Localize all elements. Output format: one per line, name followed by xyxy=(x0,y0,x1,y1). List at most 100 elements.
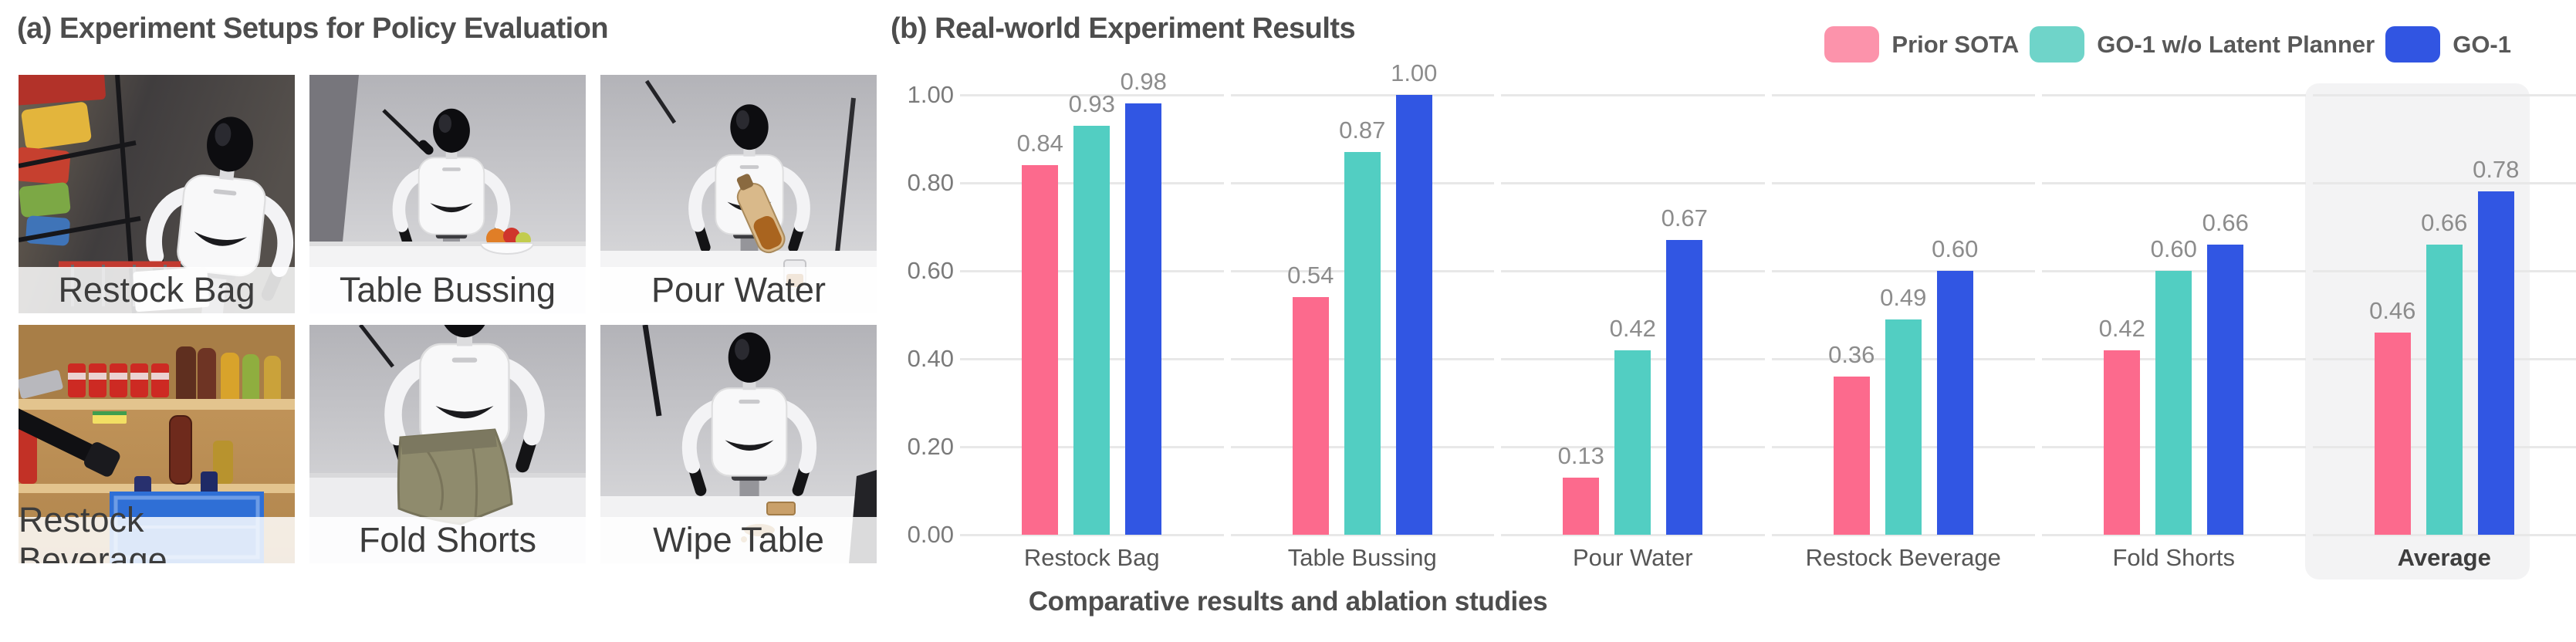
photo-label: Fold Shorts xyxy=(309,517,586,563)
photo-grid: Restock Bag Table Bussing xyxy=(19,75,877,563)
category-cell: 0.36 0.49 0.60 Restock Beverage xyxy=(1771,93,2035,571)
bar: 0.46 xyxy=(2369,297,2415,535)
legend-label: Prior SOTA xyxy=(1891,30,2020,58)
bar-group: 0.13 0.42 0.67 xyxy=(1501,95,1765,535)
category-cell: 0.42 0.60 0.66 Fold Shorts xyxy=(2042,93,2306,571)
gridline xyxy=(1501,181,1765,184)
bar-value-label: 0.87 xyxy=(1339,117,1386,144)
photo-pour-water: Pour Water xyxy=(600,75,877,313)
bar: 0.42 xyxy=(1610,315,1656,535)
bar: 0.66 xyxy=(2202,209,2249,535)
gridline xyxy=(1230,93,1494,96)
bar-value-label: 0.42 xyxy=(1609,314,1656,342)
photo-wipe-table: Wipe Table xyxy=(600,325,877,563)
category-cell: 0.84 0.93 0.98 Restock Bag xyxy=(960,68,1224,571)
figure-caption: Comparative results and ablation studies xyxy=(1028,586,1548,617)
legend-label: GO-1 w/o Latent Planner xyxy=(2097,30,2375,58)
y-tick-label: 0.40 xyxy=(907,345,954,372)
bar-group: 0.84 0.93 0.98 xyxy=(960,68,1224,535)
bar-value-label: 0.54 xyxy=(1287,262,1334,289)
bar-value-label: 1.00 xyxy=(1391,59,1438,86)
photo-label: Table Bussing xyxy=(309,267,586,313)
bar-value-label: 0.66 xyxy=(2202,208,2249,236)
y-tick-label: 0.00 xyxy=(907,521,954,548)
bar: 0.84 xyxy=(1017,130,1063,535)
legend-item: GO-1 xyxy=(2385,26,2511,63)
bar: 0.49 xyxy=(1880,284,1926,535)
bar: 0.87 xyxy=(1339,117,1385,535)
bar-value-label: 0.93 xyxy=(1068,90,1115,117)
bar-value-label: 0.49 xyxy=(1880,283,1927,311)
bar: 0.13 xyxy=(1558,442,1604,535)
panel-setups: (a) Experiment Setups for Policy Evaluat… xyxy=(17,0,877,642)
bar-value-label: 0.36 xyxy=(1828,340,1875,368)
bar: 0.78 xyxy=(2473,156,2519,535)
y-tick-label: 0.80 xyxy=(907,169,954,196)
panel-a-title: (a) Experiment Setups for Policy Evaluat… xyxy=(17,12,609,45)
photo-label: Pour Water xyxy=(600,267,877,313)
photo-label: Restock Beverage xyxy=(19,500,295,563)
photo-restock-beverage: Restock Beverage xyxy=(19,325,295,563)
bar-value-label: 0.46 xyxy=(2369,296,2416,324)
bar: 0.60 xyxy=(1932,235,1978,535)
bar-chart: 0.00 0.20 0.40 0.60 0.80 1.00 0.84 0.93 0.98 Res… xyxy=(887,0,2576,642)
gridline xyxy=(2312,181,2576,184)
category-cell: 0.13 0.42 0.67 Pour Water xyxy=(1501,93,1765,571)
bar-value-label: 0.42 xyxy=(2098,314,2145,342)
legend-item: Prior SOTA xyxy=(1824,26,2019,63)
category-label: Restock Beverage xyxy=(1805,544,2001,571)
bar-value-label: 0.98 xyxy=(1120,68,1167,96)
category-label: Table Bussing xyxy=(1287,544,1437,571)
y-tick-label: 0.60 xyxy=(907,257,954,284)
bar-value-label: 0.78 xyxy=(2473,156,2520,184)
bar-value-label: 0.13 xyxy=(1557,441,1604,469)
photo-restock-bag: Restock Bag xyxy=(19,75,295,313)
gridline xyxy=(1501,533,1765,536)
bar-group: 0.42 0.60 0.66 xyxy=(2042,95,2306,535)
bar: 0.66 xyxy=(2421,209,2467,535)
y-tick-label: 1.00 xyxy=(907,81,954,108)
legend-swatch xyxy=(2385,26,2441,63)
gridline xyxy=(960,93,1224,96)
bar: 1.00 xyxy=(1391,59,1437,535)
gridline xyxy=(2042,93,2306,96)
legend-label: GO-1 xyxy=(2453,30,2511,58)
bar-group: 0.54 0.87 1.00 xyxy=(1231,59,1495,535)
bar: 0.36 xyxy=(1828,341,1875,535)
y-axis: 0.00 0.20 0.40 0.60 0.80 1.00 xyxy=(887,81,954,548)
bar: 0.67 xyxy=(1662,204,1708,535)
y-tick-label: 0.20 xyxy=(907,433,954,460)
bar: 0.98 xyxy=(1121,68,1167,535)
gridline xyxy=(1771,93,2035,96)
gridline xyxy=(2042,533,2306,536)
gridline xyxy=(960,533,1224,536)
bar: 0.60 xyxy=(2151,235,2197,535)
gridline xyxy=(1771,269,2035,272)
chart-legend: Prior SOTA GO-1 w/o Latent Planner GO-1 xyxy=(1814,26,2511,63)
legend-item: GO-1 w/o Latent Planner xyxy=(2030,26,2375,63)
category-label: Average xyxy=(2397,544,2491,571)
category-label: Pour Water xyxy=(1572,544,1693,571)
gridline xyxy=(2042,181,2306,184)
bar: 0.54 xyxy=(1287,262,1334,535)
bar: 0.93 xyxy=(1069,90,1115,535)
plot-area: 0.84 0.93 0.98 Restock Bag 0.54 0.87 1.00 Table… xyxy=(960,59,2576,579)
panel-results: (b) Real-world Experiment Results Prior … xyxy=(887,0,2576,642)
gridline xyxy=(1771,533,2035,536)
gridline xyxy=(1230,533,1494,536)
bar-value-label: 0.60 xyxy=(2150,235,2197,262)
bar-value-label: 0.67 xyxy=(1661,204,1708,232)
bar: 0.42 xyxy=(2099,315,2145,535)
category-cell: 0.54 0.87 1.00 Table Bussing xyxy=(1230,59,1495,571)
legend-swatch xyxy=(1824,26,1880,63)
photo-label: Restock Bag xyxy=(19,267,295,313)
gridline xyxy=(2312,93,2576,96)
photo-table-bussing: Table Bussing xyxy=(309,75,586,313)
photo-label: Wipe Table xyxy=(600,517,877,563)
legend-swatch xyxy=(2030,26,2085,63)
bar-value-label: 0.60 xyxy=(1932,235,1979,262)
bar-group: 0.46 0.66 0.78 xyxy=(2313,95,2576,535)
category-cell: 0.46 0.66 0.78 Average xyxy=(2304,83,2576,579)
panel-b-title: (b) Real-world Experiment Results xyxy=(891,12,1356,45)
